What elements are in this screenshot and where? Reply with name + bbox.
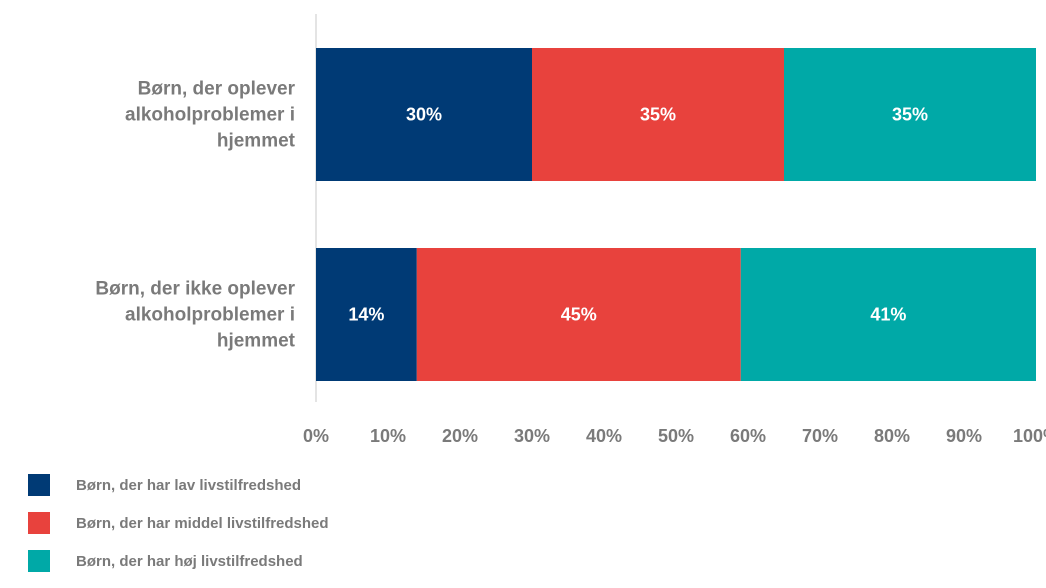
data-label: 30%	[406, 105, 442, 125]
category-label: hjemmet	[217, 131, 296, 152]
bar-segment	[532, 48, 784, 181]
bar-segment	[416, 248, 741, 381]
data-label: 35%	[892, 105, 928, 125]
data-label: 14%	[348, 305, 384, 325]
x-tick-label: 80%	[874, 426, 910, 446]
category-label: Børn, der ikke oplever	[95, 279, 295, 300]
legend-label: Børn, der har middel livstilfredshed	[76, 514, 329, 532]
legend-swatch	[28, 512, 50, 534]
x-tick-label: 70%	[802, 426, 838, 446]
category-label: alkoholproblemer i	[125, 305, 295, 326]
x-tick-label: 0%	[303, 426, 329, 446]
legend-swatch	[28, 474, 50, 496]
category-labels: Børn, der oplever alkoholproblemer i hjemm…	[95, 79, 295, 352]
bar-segment	[784, 48, 1036, 181]
category-label: alkoholproblemer i	[125, 105, 295, 126]
category-label: Børn, der oplever	[138, 79, 296, 100]
x-axis-ticks: 0% 10% 20% 30% 40% 50% 60% 70% 80% 90% 100%	[303, 426, 1046, 446]
x-tick-label: 30%	[514, 426, 550, 446]
bars-layer: 30% 35% 35% 14% 45% 41%	[316, 48, 1036, 381]
bar-segment	[740, 248, 1036, 381]
legend-label: Børn, der har lav livstilfredshed	[76, 476, 302, 494]
data-label: 45%	[561, 305, 597, 325]
x-tick-label: 40%	[586, 426, 622, 446]
x-tick-label: 90%	[946, 426, 982, 446]
legend-item: Børn, der har middel livstilfredshed	[28, 512, 329, 534]
x-tick-label: 100%	[1013, 426, 1046, 446]
legend: Børn, der har lav livstilfredshed Børn, d…	[28, 474, 329, 588]
x-tick-label: 10%	[370, 426, 406, 446]
x-tick-label: 60%	[730, 426, 766, 446]
legend-swatch	[28, 550, 50, 572]
stacked-bar-chart: 30% 35% 35% 14% 45% 41% Børn, der oplever alko…	[95, 14, 1046, 446]
bar-segment	[316, 248, 417, 381]
data-label: 35%	[640, 105, 676, 125]
legend-label: Børn, der har høj livstilfredshed	[76, 552, 303, 570]
legend-item: Børn, der har høj livstilfredshed	[28, 550, 329, 572]
x-tick-label: 50%	[658, 426, 694, 446]
bar-segment	[316, 48, 532, 181]
x-tick-label: 20%	[442, 426, 478, 446]
category-label: hjemmet	[217, 331, 296, 352]
legend-item: Børn, der har lav livstilfredshed	[28, 474, 329, 496]
data-label: 41%	[870, 305, 906, 325]
